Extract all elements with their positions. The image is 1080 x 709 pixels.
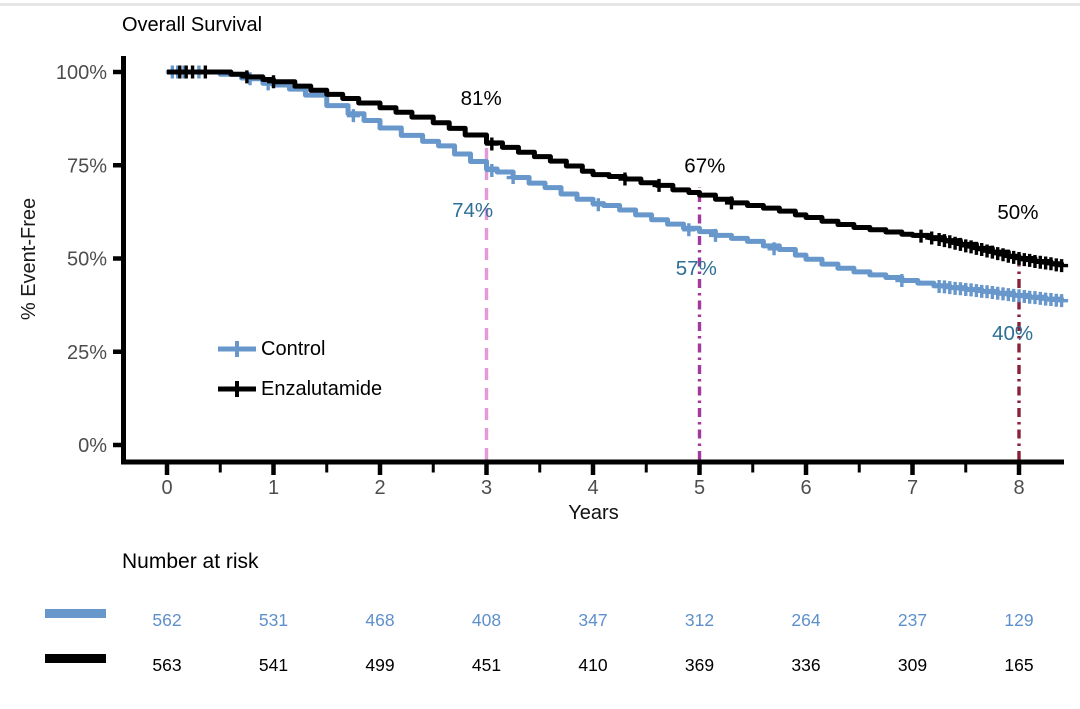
censor-mark bbox=[240, 70, 254, 84]
censor-mark bbox=[591, 198, 605, 212]
censor-mark bbox=[506, 171, 520, 185]
censor-mark bbox=[198, 65, 212, 79]
annotation-40%: 40% bbox=[992, 322, 1033, 345]
x-tick-label-0: 0 bbox=[161, 477, 172, 499]
y-tick-label-0: 0% bbox=[78, 435, 107, 457]
survival-curve-control bbox=[167, 69, 1065, 302]
annotation-81%: 81% bbox=[461, 87, 502, 110]
y-tick-label-100: 100% bbox=[56, 62, 107, 84]
y-tick-label-75: 75% bbox=[67, 155, 107, 177]
x-tick-label-4: 4 bbox=[587, 477, 598, 499]
annotation-67%: 67% bbox=[684, 154, 725, 177]
risk-count-enzalutamide-year-6: 336 bbox=[791, 655, 821, 675]
x-tick-label-6: 6 bbox=[800, 477, 811, 499]
annotation-50%: 50% bbox=[997, 201, 1038, 224]
legend-label: Control bbox=[261, 337, 326, 360]
censor-mark bbox=[485, 137, 499, 151]
risk-count-control-year-1: 531 bbox=[258, 610, 289, 630]
annotations: 81% 74% 67% 57% 50% 40% bbox=[452, 87, 1038, 345]
risk-count-enzalutamide-year-3: 451 bbox=[471, 655, 502, 675]
legend-item-control: Control bbox=[216, 337, 382, 361]
x-tick-label-7: 7 bbox=[907, 477, 918, 499]
legend-label: Enzalutamide bbox=[261, 377, 383, 400]
risk-swatch-enzalutamide bbox=[45, 654, 106, 663]
censor-mark bbox=[1055, 259, 1069, 273]
censor-mark bbox=[724, 196, 738, 210]
y-tick-label-25: 25% bbox=[67, 342, 107, 364]
y-tick-label-50: 50% bbox=[67, 249, 107, 271]
x-tick-label-3: 3 bbox=[481, 477, 492, 499]
censor-mark bbox=[708, 228, 722, 242]
risk-count-enzalutamide-year-2: 499 bbox=[365, 655, 395, 675]
x-tick-label-2: 2 bbox=[374, 477, 385, 499]
censor-mark bbox=[914, 229, 928, 243]
legend-key-icon bbox=[218, 381, 256, 397]
censor-mark bbox=[895, 274, 909, 288]
risk-count-enzalutamide-year-8: 165 bbox=[1004, 655, 1034, 675]
risk-swatch-control bbox=[45, 609, 106, 618]
legend: Control Enzalutamide bbox=[216, 337, 382, 401]
axes: 0% 25% 50% 75% 100% 0 1 2 3 4 5 6 7 8 bbox=[56, 56, 1064, 499]
chart-title: Overall Survival bbox=[122, 14, 263, 36]
censor-mark bbox=[652, 178, 666, 192]
window-top-border bbox=[0, 3, 1080, 6]
censor-mark bbox=[267, 75, 280, 89]
risk-table-title: Number at risk bbox=[122, 550, 259, 573]
legend-key-icon bbox=[218, 341, 256, 357]
reference-lines bbox=[484, 137, 1021, 460]
censor-mark bbox=[485, 163, 499, 177]
risk-count-control-year-0: 562 bbox=[152, 610, 182, 630]
censor-mark bbox=[186, 65, 200, 79]
risk-count-control-year-5: 312 bbox=[684, 610, 715, 630]
x-tick-label-8: 8 bbox=[1013, 477, 1024, 499]
risk-count-enzalutamide-year-1: 541 bbox=[258, 655, 289, 675]
x-axis-title: Years bbox=[568, 502, 619, 524]
annotation-57%: 57% bbox=[676, 257, 717, 280]
censor-mark bbox=[618, 172, 632, 186]
risk-count-enzalutamide-year-4: 410 bbox=[578, 655, 608, 675]
risk-count-control-year-2: 468 bbox=[365, 610, 395, 630]
censor-mark bbox=[1055, 294, 1069, 308]
risk-count-control-year-3: 408 bbox=[471, 610, 502, 630]
censor-mark bbox=[346, 109, 360, 123]
x-tick-label-1: 1 bbox=[268, 477, 279, 499]
risk-count-enzalutamide-year-7: 309 bbox=[897, 655, 928, 675]
risk-count-control-year-6: 264 bbox=[791, 610, 821, 630]
legend-item-enzalutamide: Enzalutamide bbox=[216, 377, 382, 401]
censor-mark bbox=[767, 242, 781, 256]
risk-count-enzalutamide-year-0: 563 bbox=[152, 655, 182, 675]
survival-plot: 0% 25% 50% 75% 100% 0 1 2 3 4 5 6 7 8 81% 74% 67% 57% 50% 4… bbox=[56, 56, 1069, 499]
series-enzalutamide bbox=[167, 65, 1069, 273]
annotation-74%: 74% bbox=[452, 199, 493, 222]
risk-count-enzalutamide-year-5: 369 bbox=[684, 655, 715, 675]
risk-count-control-year-8: 129 bbox=[1004, 610, 1034, 630]
x-tick-label-5: 5 bbox=[694, 477, 705, 499]
censor-mark bbox=[682, 223, 696, 237]
series-control bbox=[165, 65, 1069, 308]
risk-count-control-year-7: 237 bbox=[897, 610, 928, 630]
risk-count-control-year-4: 347 bbox=[578, 610, 608, 630]
